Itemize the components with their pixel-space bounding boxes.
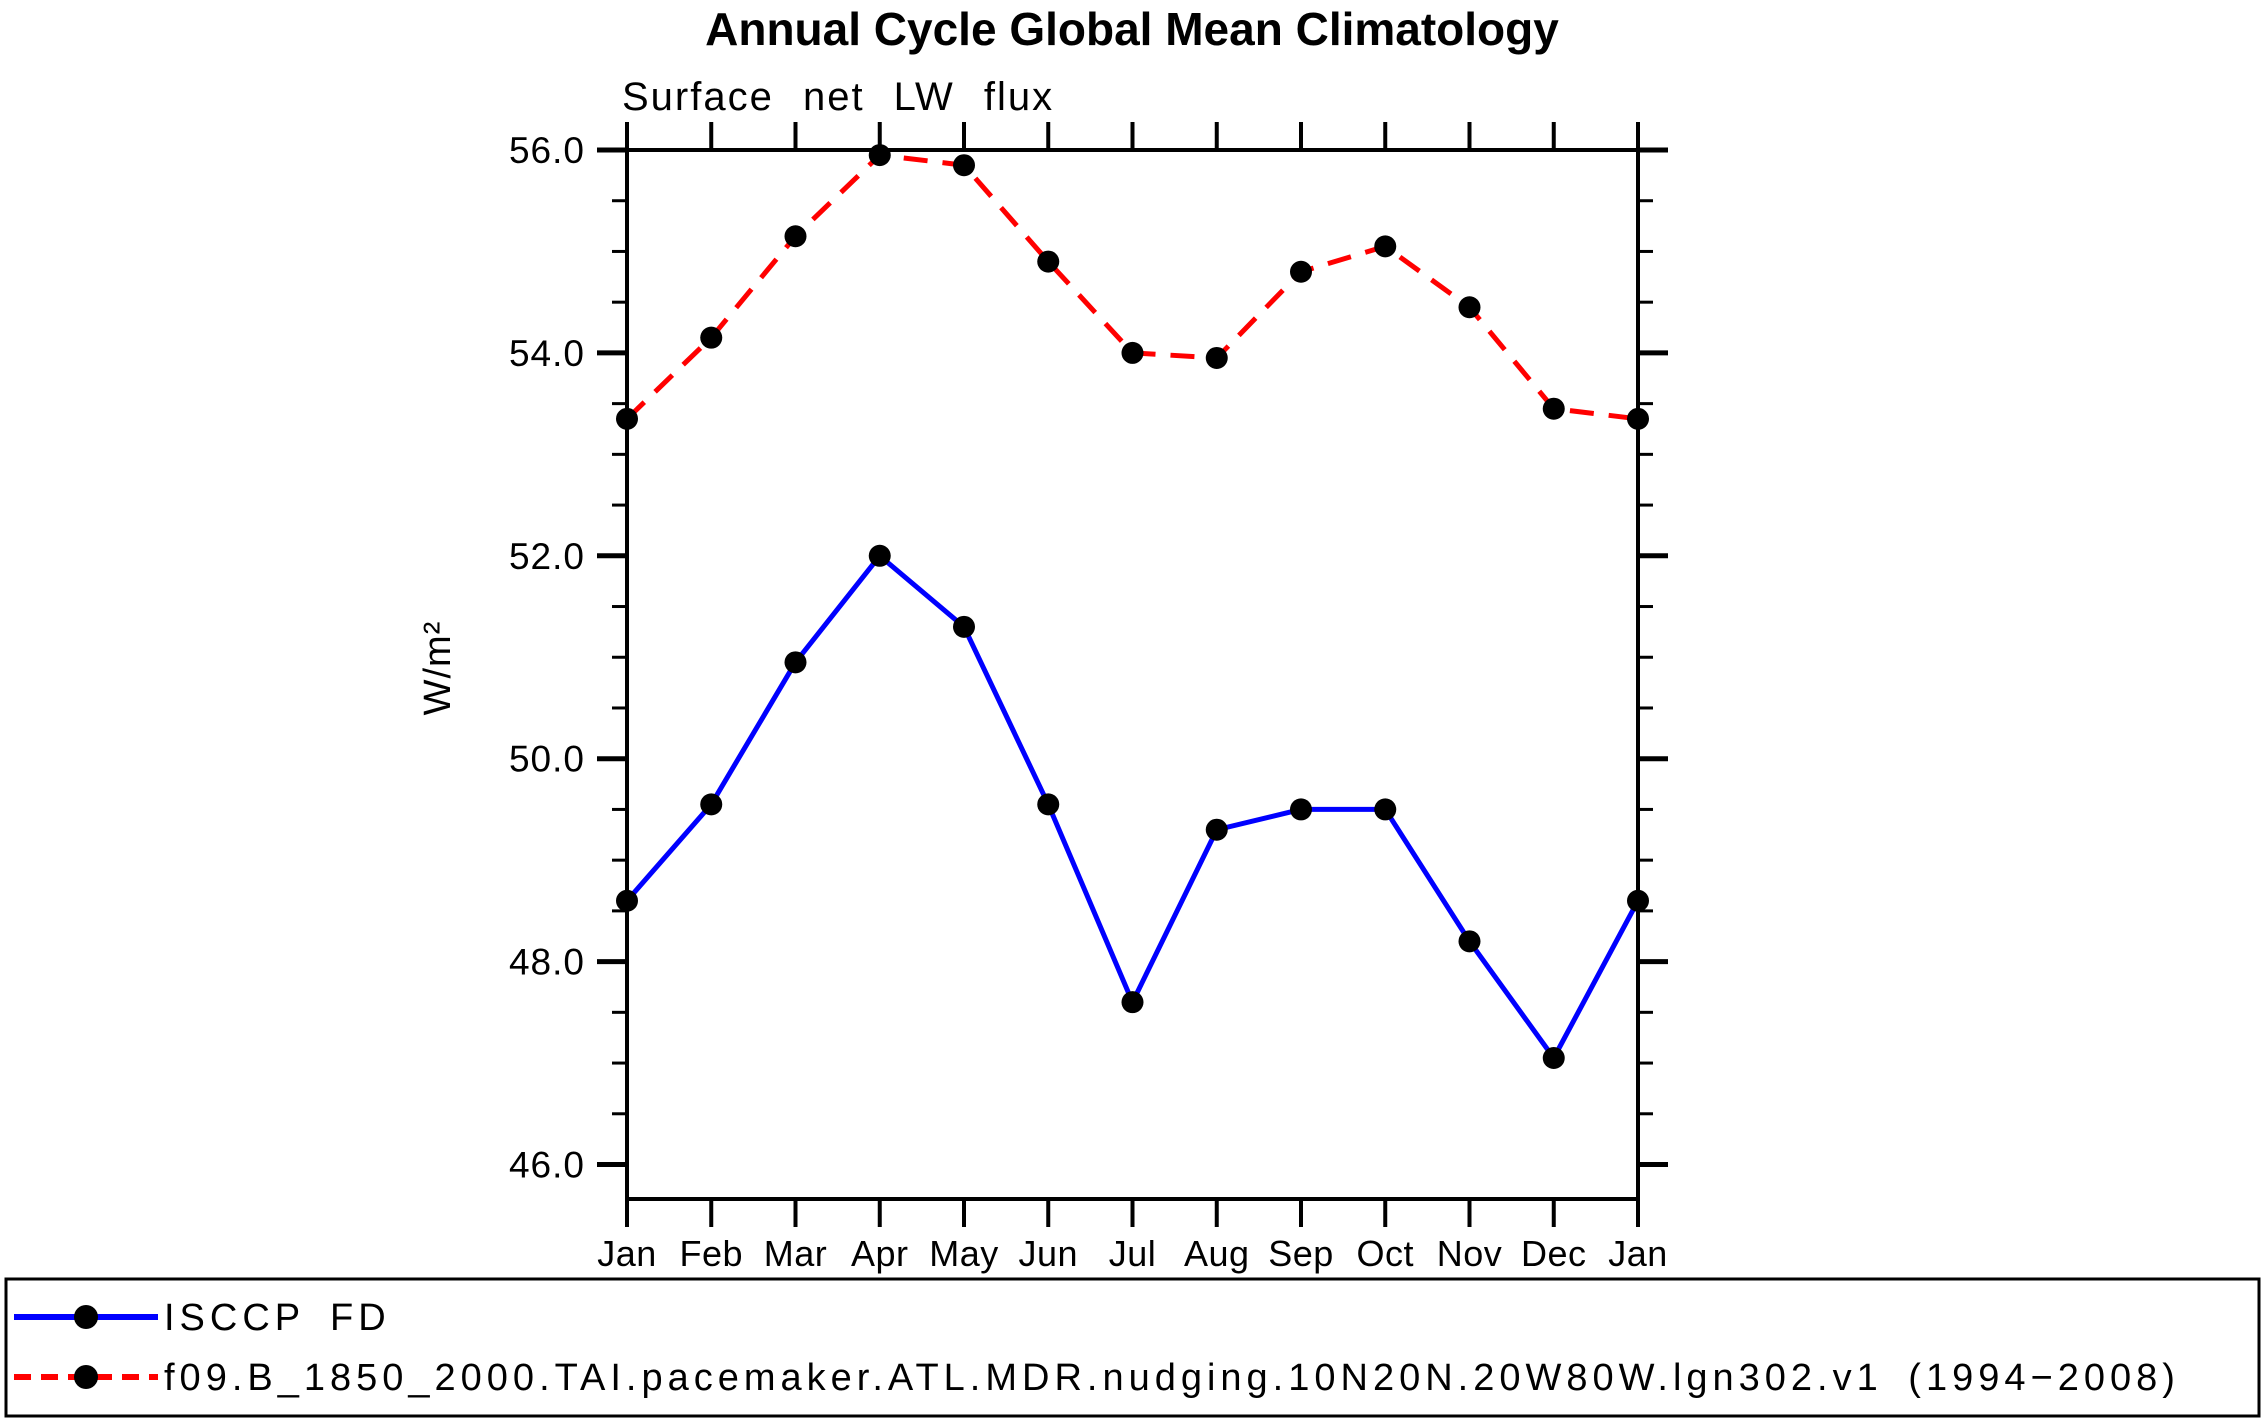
data-point-marker: [1458, 296, 1481, 319]
x-tick-label: Jan: [1608, 1233, 1668, 1274]
data-point-marker: [1542, 1046, 1565, 1069]
y-tick-label: 52.0: [509, 536, 585, 577]
data-point-marker: [1205, 818, 1228, 841]
y-tick-label: 48.0: [509, 942, 585, 983]
data-point-marker: [1205, 346, 1228, 369]
x-tick-label: Feb: [679, 1233, 743, 1274]
data-point-marker: [868, 544, 891, 567]
legend-marker-0: [74, 1305, 98, 1329]
axes-and-ticks: 46.0 48.0 50.0 52.0 54.0 56.0 Jan Feb Mar Apr May J…: [509, 122, 1668, 1274]
data-point-marker: [953, 154, 975, 177]
x-tick-label: Mar: [764, 1233, 828, 1274]
legend-label-isccp: ISCCP FD: [164, 1297, 391, 1339]
series-line-1: [625, 152, 1639, 422]
legend: ISCCP FD f09.B_1850_2000.TAI.pacemaker.A…: [4, 1277, 2261, 1418]
data-point-marker: [1290, 260, 1312, 283]
data-point-marker: [616, 407, 638, 430]
x-tick-label: Aug: [1184, 1233, 1250, 1274]
y-axis-label: W/m²: [417, 621, 459, 716]
data-point-marker: [1458, 930, 1481, 953]
data-point-marker: [1374, 798, 1397, 821]
legend-swatch-isccp: [14, 1305, 158, 1329]
chart-title: Annual Cycle Global Mean Climatology: [705, 3, 1559, 55]
data-point-marker: [700, 793, 723, 816]
data-point-marker: [1374, 235, 1397, 258]
data-point-marker: [1121, 991, 1144, 1014]
x-tick-label: Nov: [1437, 1233, 1503, 1274]
x-tick-label: Jan: [597, 1233, 657, 1274]
data-point-marker: [784, 225, 807, 248]
data-series: [616, 144, 1649, 1069]
data-point-marker: [1542, 397, 1565, 420]
legend-label-model: f09.B_1850_2000.TAI.pacemaker.ATL.MDR.nu…: [164, 1357, 2180, 1399]
data-point-marker: [616, 889, 638, 912]
legend-box: [4, 1277, 2261, 1418]
data-point-marker: [1627, 407, 1649, 430]
x-tick-label: Oct: [1356, 1233, 1414, 1274]
data-point-marker: [784, 651, 807, 674]
plot-frame: [625, 148, 1640, 1201]
data-point-marker: [868, 144, 891, 167]
x-tick-label: May: [929, 1233, 999, 1274]
x-tick-label: Jul: [1109, 1233, 1157, 1274]
data-point-marker: [1037, 250, 1060, 273]
y-tick-label: 56.0: [509, 130, 585, 171]
y-tick-label: 46.0: [509, 1145, 585, 1186]
y-tick-label: 50.0: [509, 739, 585, 780]
x-tick-label: Apr: [851, 1233, 909, 1274]
legend-marker-1: [74, 1365, 98, 1389]
chart-subtitle: Surface net LW flux: [622, 75, 1054, 119]
x-tick-label: Jun: [1018, 1233, 1078, 1274]
data-point-marker: [1037, 793, 1060, 816]
data-point-marker: [1290, 798, 1312, 821]
x-tick-label: Sep: [1268, 1233, 1334, 1274]
x-tick-label: Dec: [1521, 1233, 1587, 1274]
data-point-marker: [700, 326, 723, 349]
data-point-marker: [1627, 889, 1649, 912]
series-line-0: [625, 552, 1641, 1063]
legend-swatch-model: [14, 1365, 158, 1389]
data-point-marker: [953, 615, 975, 638]
data-point-marker: [1121, 341, 1144, 364]
y-tick-label: 54.0: [509, 333, 585, 374]
